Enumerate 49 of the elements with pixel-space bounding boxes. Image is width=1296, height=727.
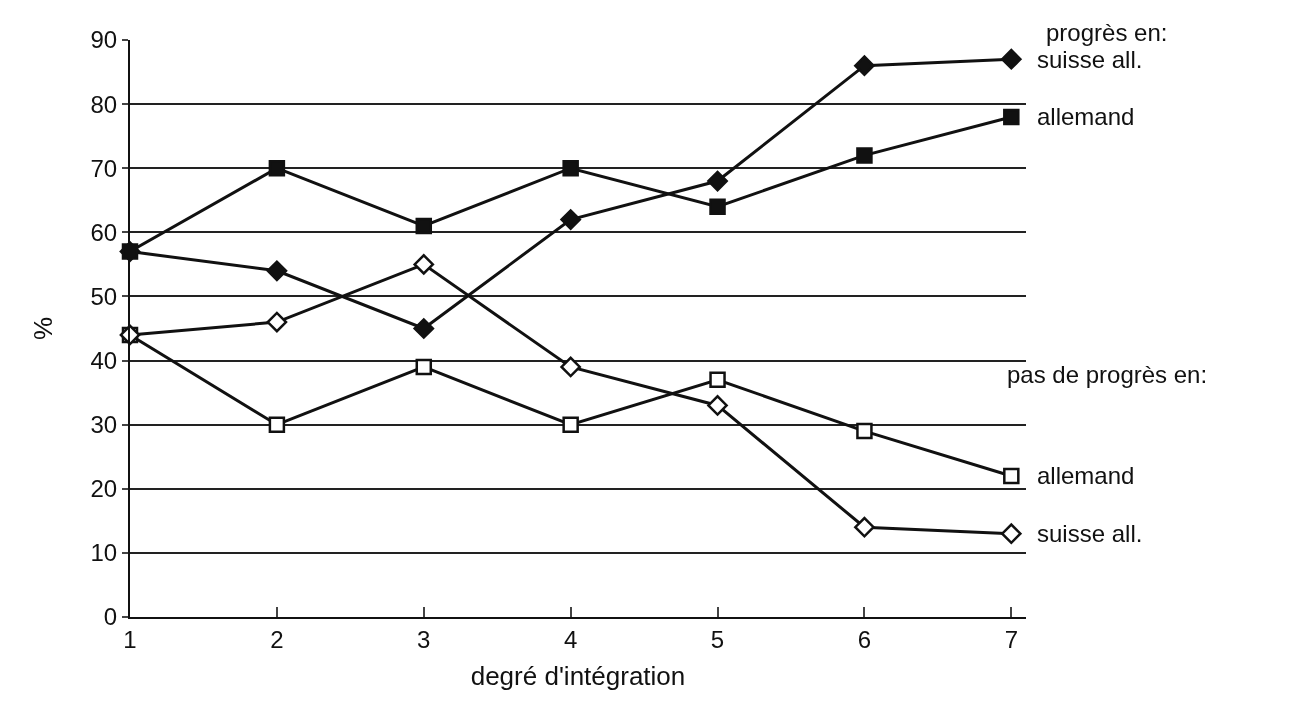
y-tick-label: 50: [90, 282, 118, 310]
text: progrès en:: [1046, 19, 1168, 46]
y-tick-label: 20: [90, 475, 118, 503]
point: [854, 55, 875, 76]
point: [266, 311, 288, 333]
y-tick-label: 70: [90, 154, 118, 182]
point: [1003, 467, 1020, 485]
y-tick-label: 80: [90, 90, 118, 118]
y-tick-label: 10: [90, 539, 118, 567]
point: [709, 198, 726, 215]
point: [1003, 108, 1020, 126]
point: [413, 318, 435, 339]
y-tick-label: 90: [90, 26, 118, 54]
point: [562, 159, 579, 177]
point: [1000, 48, 1022, 70]
series-label: allemand: [1037, 103, 1135, 130]
y-axis-title: %: [28, 316, 59, 341]
point: [707, 395, 728, 416]
x-tick-label: 5: [710, 625, 725, 653]
point: [266, 260, 288, 282]
point: [562, 416, 579, 433]
y-tick-label: 30: [90, 411, 118, 439]
x-tick-label: 4: [563, 625, 578, 653]
series-label: suisse all.: [1037, 520, 1143, 547]
point: [415, 217, 433, 235]
point: [709, 371, 726, 389]
x-tick-label: 6: [857, 625, 872, 653]
x-tick-label: 7: [1004, 625, 1018, 653]
x-tick-label: 3: [417, 625, 431, 653]
point: [560, 356, 582, 378]
point: [707, 170, 728, 192]
y-tick-label: 60: [90, 218, 118, 246]
point: [560, 209, 582, 230]
x-axis-title: degré d'intégration: [470, 661, 686, 691]
point: [413, 254, 435, 275]
x-tick-label: 1: [123, 625, 137, 653]
point: [856, 422, 873, 440]
point: [415, 358, 433, 376]
point: [1000, 523, 1022, 545]
annotation: pas de progrès en:: [1007, 361, 1208, 388]
point: [854, 516, 875, 538]
y-tick-label: 0: [103, 603, 118, 631]
point: [856, 147, 873, 164]
point: [268, 159, 286, 177]
point: [268, 416, 286, 433]
series-label: suisse all.: [1037, 46, 1143, 73]
y-tick-label: 40: [90, 346, 118, 374]
series-label: allemand: [1037, 462, 1135, 489]
x-tick-label: 2: [270, 625, 284, 653]
